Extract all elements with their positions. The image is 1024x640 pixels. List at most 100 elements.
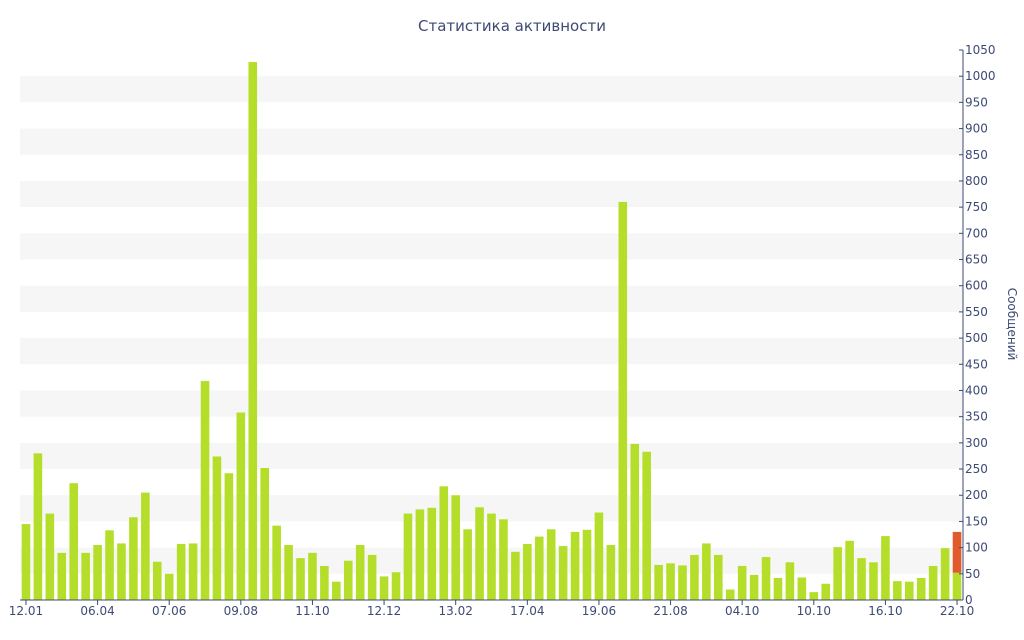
x-tick-label: 12.12 [367,604,401,618]
bar [749,574,759,600]
y-tick-label: 500 [965,331,988,345]
bar [702,543,711,600]
x-tick-label: 06.04 [80,604,114,618]
y-tick-label: 850 [965,148,988,162]
bar [725,589,735,600]
y-tick-label: 1000 [965,69,996,83]
bar [117,543,126,600]
y-tick-label: 750 [965,200,988,214]
bar [81,552,90,600]
bar [678,565,687,600]
bar [630,443,640,600]
bar [33,453,43,600]
bar [785,562,795,600]
bar [439,486,449,600]
y-tick-label: 350 [965,410,988,424]
bar [594,512,604,600]
bar [152,561,162,600]
y-tick-label: 200 [965,488,988,502]
bar [606,545,616,600]
x-tick-label: 12.01 [9,604,43,618]
bar [821,583,831,600]
bar [355,545,365,600]
bar [487,513,496,600]
x-tick-label: 09.08 [224,604,258,618]
bar [320,565,329,600]
bars [21,62,962,601]
bar [642,451,651,600]
y-tick-label: 800 [965,174,988,188]
bar [463,529,472,600]
bar [654,564,663,600]
bar [212,456,222,600]
bar [45,513,55,600]
bar [200,381,210,600]
bar [367,554,377,600]
bar [427,507,437,600]
grid-band [20,285,963,312]
bar [809,592,819,600]
grid-band [20,233,963,260]
bar [129,517,138,600]
bar [332,581,341,600]
bar [57,552,67,600]
bar [534,536,544,600]
bar [391,572,401,600]
bar [690,554,699,600]
bar [176,543,186,600]
bar [499,519,508,600]
y-tick-label: 300 [965,436,988,450]
bar [857,558,866,600]
bar [69,483,79,600]
bar [308,552,317,600]
bar [224,473,234,600]
y-tick-label: 600 [965,279,988,293]
chart-title: Статистика активности [418,17,606,35]
bar [714,554,723,600]
x-tick-label: 10.10 [797,604,831,618]
x-tick-label: 19.06 [582,604,616,618]
bar [833,547,842,600]
bar [451,495,460,600]
bar [403,513,413,600]
bar-highlight [952,531,962,573]
bar [570,531,580,600]
bar [845,540,854,600]
grid-band [20,442,963,470]
y-tick-label: 450 [965,357,988,371]
bar [546,529,556,600]
y-axis: 0 50 100 150 200 250 300 350 400 450 500 550 600 650 7… [959,43,996,607]
y-tick-label: 250 [965,462,988,476]
y-tick-label: 50 [965,567,980,581]
bar [904,581,914,600]
grid-band [20,338,963,365]
bar [188,543,198,600]
bar [260,468,269,600]
bar [248,62,258,601]
y-tick-label: 100 [965,541,988,555]
y-tick-label: 400 [965,383,988,397]
bar [952,572,962,600]
y-tick-label: 550 [965,305,988,319]
x-tick-label: 16.10 [868,604,902,618]
grid-band [20,76,963,103]
y-tick-label: 1050 [965,43,996,57]
bar [379,576,389,600]
x-axis: 12.01 06.04 07.06 09.08 11.10 12.12 13.02 17.04… [9,599,974,618]
bar [236,412,246,600]
bar [869,562,878,600]
x-tick-label: 22.10 [940,604,974,618]
bar [558,546,568,600]
bar [666,563,675,600]
x-tick-label: 21.08 [653,604,687,618]
grid-bands [20,76,963,574]
bar [797,577,807,600]
y-tick-label: 950 [965,95,988,109]
y-tick-label: 150 [965,514,988,528]
bar [272,525,281,600]
bar [773,578,783,600]
bar [893,581,902,600]
bar [164,573,174,600]
x-tick-label: 11.10 [295,604,329,618]
y-axis-label: Сообщений [1005,288,1019,361]
